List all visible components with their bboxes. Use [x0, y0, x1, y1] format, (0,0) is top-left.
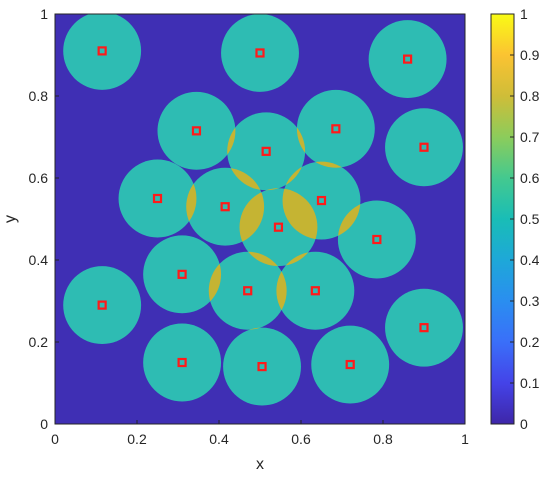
coverage-disk — [223, 327, 301, 406]
sensor-marker — [255, 48, 265, 58]
coverage-disk — [143, 235, 222, 314]
coverage-disk — [227, 112, 306, 191]
y-tick-label: 0.2 — [29, 334, 49, 350]
sensor-marker — [177, 357, 187, 368]
colorbar-tick-label: 0.8 — [520, 88, 540, 104]
coverage-disk — [276, 251, 355, 330]
plot-frame — [54, 13, 466, 425]
sensor-marker — [316, 195, 327, 206]
colorbar-tick-label: 0.2 — [520, 334, 540, 350]
sensor-marker — [257, 362, 267, 372]
sensor-marker — [97, 46, 107, 56]
coverage-disk — [63, 14, 142, 90]
x-axis: 0 0.2 0.4 0.6 0.8 1 — [51, 420, 469, 447]
coverage-disk — [296, 89, 375, 168]
coverage-disk — [221, 14, 299, 92]
y-tick-label: 0.4 — [29, 252, 49, 268]
colorbar-tick-label: 0.6 — [520, 170, 540, 186]
sensor-marker — [97, 300, 107, 310]
coverage-disk — [208, 251, 287, 330]
sensor-marker — [177, 269, 187, 279]
coverage-disk — [157, 91, 236, 170]
colorbar-tick-label: 0.7 — [520, 129, 540, 145]
coverage-disk — [368, 20, 447, 99]
sensor-marker — [419, 323, 429, 333]
colorbar-tick-label: 0.3 — [520, 293, 540, 309]
sensor-marker — [331, 124, 341, 134]
y-tick-label: 0.6 — [29, 170, 49, 186]
colorbar-tick-label: 0 — [520, 416, 528, 432]
y-axis-label: y — [2, 215, 19, 223]
colorbar-tick-label: 0.9 — [520, 47, 540, 63]
colorbar-tick-label: 0.4 — [520, 252, 540, 268]
sensor-marker — [403, 54, 413, 64]
sensor-marker — [372, 234, 382, 245]
x-tick-label: 0 — [51, 431, 59, 447]
sensor-marker — [152, 193, 163, 204]
y-axis: 0 0.2 0.4 0.6 0.8 1 — [29, 6, 59, 432]
coverage-disk — [337, 200, 416, 279]
coverage-disk — [385, 288, 463, 367]
sensor-marker — [261, 146, 271, 156]
sensor-marker — [220, 202, 230, 212]
coverage-disk — [63, 266, 142, 345]
colorbar-axis: 0 0.1 0.2 0.3 0.4 0.5 0.6 0.7 0.8 0.9 1 — [510, 6, 540, 432]
coverage-disk — [143, 323, 222, 402]
colorbar-tick-label: 1 — [520, 6, 528, 22]
coverage-layer — [63, 14, 463, 406]
x-tick-label: 0.6 — [291, 431, 311, 447]
x-tick-label: 0.8 — [373, 431, 393, 447]
y-tick-label: 0 — [40, 416, 48, 432]
y-tick-label: 1 — [40, 6, 48, 22]
y-tick-label: 0.8 — [29, 88, 49, 104]
sensor-markers — [97, 46, 429, 372]
sensor-marker — [191, 126, 202, 136]
sensor-marker — [345, 359, 355, 370]
x-tick-label: 0.4 — [209, 431, 229, 447]
overlap-region — [239, 188, 265, 246]
coverage-disk — [118, 159, 197, 238]
x-tick-label: 1 — [461, 431, 469, 447]
overlap-region — [282, 188, 318, 240]
colorbar-tick-label: 0.5 — [520, 211, 540, 227]
coverage-disk — [311, 325, 390, 404]
sensor-marker — [273, 222, 284, 232]
colorbar-tick-label: 0.1 — [520, 375, 540, 391]
sensor-marker — [243, 286, 253, 296]
sensor-marker — [310, 286, 320, 296]
x-axis-label: x — [256, 456, 264, 473]
sensor-marker — [419, 142, 429, 152]
coverage-disk — [385, 108, 463, 187]
x-tick-label: 0.2 — [127, 431, 147, 447]
